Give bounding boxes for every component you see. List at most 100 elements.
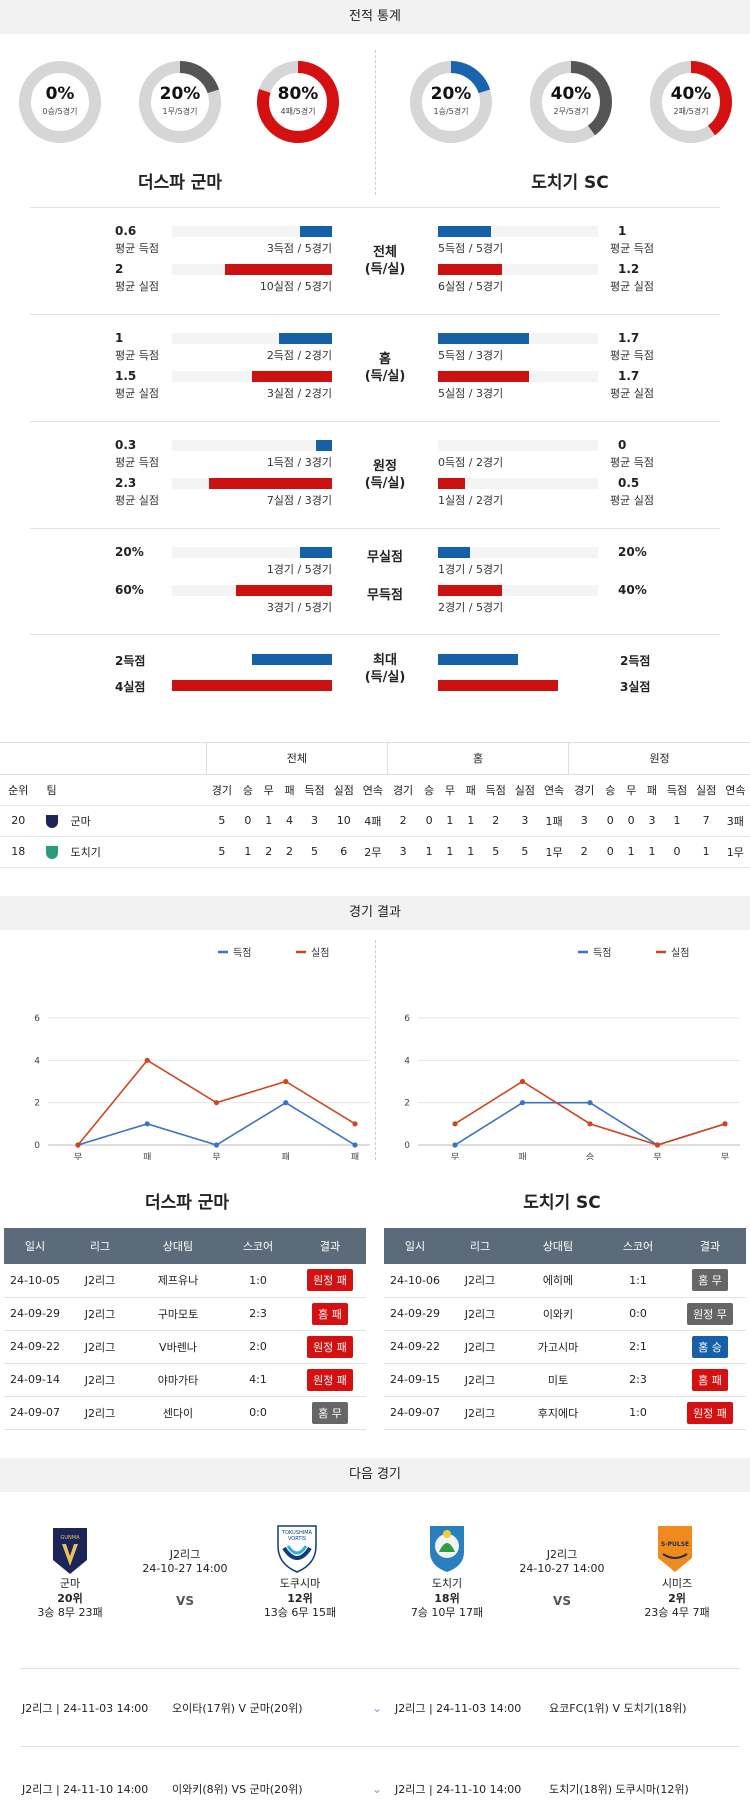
table-row[interactable]: 24-10-05 J2리그 제프유나 1:0 원정 패 xyxy=(4,1264,366,1298)
fixture-league-date: J2리그 | 24-11-10 14:00 xyxy=(395,1783,522,1796)
result-date: 24-09-07 xyxy=(4,1396,66,1430)
away-stat-value: 0 xyxy=(618,438,627,452)
table-row[interactable]: 24-09-07 J2리그 센다이 0:0 홈 무 xyxy=(4,1396,366,1430)
result-badge: 홈 패 xyxy=(312,1302,348,1325)
next-league: J2리그 xyxy=(169,1548,201,1561)
data-point xyxy=(519,1078,526,1085)
stat-cell: 5 xyxy=(299,836,330,868)
away-max-label: 3실점 xyxy=(620,680,651,694)
data-point xyxy=(283,1078,289,1085)
donut-caption: 2무/5경기 xyxy=(553,107,589,116)
donut-ring xyxy=(19,61,101,143)
stat-group-label: 전체 (득/실) xyxy=(364,245,406,277)
result-league: J2리그 xyxy=(446,1396,514,1430)
result-date: 24-09-14 xyxy=(4,1363,66,1397)
away-max-bar xyxy=(438,680,558,691)
donut-percent: 0% xyxy=(45,84,75,104)
home-max-bar xyxy=(172,680,332,691)
next-team-name[interactable]: 도쿠시마 xyxy=(279,1577,321,1590)
result-date: 24-09-07 xyxy=(384,1396,446,1430)
donut-percent: 20% xyxy=(159,84,201,104)
result-opp: 에히메 xyxy=(514,1264,602,1298)
chevron-down-icon[interactable]: ⌄ xyxy=(372,1701,383,1715)
table-row[interactable]: 24-09-29 J2리그 구마모토 2:3 홈 패 xyxy=(4,1297,366,1331)
stat-group-label: 홈 (득/실) xyxy=(364,352,406,384)
table-row[interactable]: 24-09-15 J2리그 미토 2:3 홈 패 xyxy=(384,1363,746,1397)
donut-arc xyxy=(530,61,612,143)
chevron-down-icon[interactable]: ⌄ xyxy=(372,1782,383,1796)
result-badge: 원정 패 xyxy=(307,1335,353,1358)
divider xyxy=(30,528,720,529)
table-row: 18 도치기 5 1 2 2 5 6 2무 3 1 1 1 5 5 1무 2 0 1 1 0 1 1무 xyxy=(0,836,750,868)
table-row[interactable]: 24-10-06 J2리그 에히메 1:1 홈 무 xyxy=(384,1264,746,1298)
donut-chart: 0% 0승/5경기 xyxy=(18,60,102,144)
home-stat-label: 평균 득점 xyxy=(115,242,159,255)
result-badge: 홈 패 xyxy=(692,1368,728,1391)
away-stat-count: 2경기 / 5경기 xyxy=(438,601,504,614)
home-stat-count: 1득점 / 3경기 xyxy=(266,456,332,469)
divider xyxy=(375,940,376,1160)
away-stat-count: 0득점 / 2경기 xyxy=(438,456,504,469)
svg-text:TOKUSHIMA: TOKUSHIMA xyxy=(281,1530,313,1536)
data-point xyxy=(452,1142,458,1148)
table-row[interactable]: 24-09-29 J2리그 이와키 0:0 원정 무 xyxy=(384,1297,746,1331)
away-stat-track xyxy=(438,264,598,275)
group-spacer xyxy=(0,743,207,775)
table-row[interactable]: 24-09-22 J2리그 V바렌나 2:0 원정 패 xyxy=(4,1330,366,1364)
home-stat-label: 평균 득점 xyxy=(115,349,159,362)
away-stat-count: 1실점 / 2경기 xyxy=(438,494,504,507)
divider xyxy=(20,1746,740,1747)
fixture-match[interactable]: 도치기(18위) 도쿠시마(12위) xyxy=(549,1783,689,1796)
away-stat-count: 5실점 / 3경기 xyxy=(438,387,504,400)
next-team-name[interactable]: 도치기 xyxy=(431,1577,463,1590)
home-stat-track xyxy=(172,226,332,237)
donut-arc xyxy=(257,61,339,143)
table-row[interactable]: 24-09-22 J2리그 가고시마 2:1 홈 승 xyxy=(384,1330,746,1364)
stat-cell: 1패 xyxy=(539,805,569,837)
next-team-name[interactable]: 군마 xyxy=(59,1577,81,1590)
divider xyxy=(0,742,750,743)
fixture-match[interactable]: 요코FC(1위) V 도치기(18위) xyxy=(549,1702,687,1715)
ranking-column-header: 무 xyxy=(439,774,461,806)
next-team-name[interactable]: 시미즈 xyxy=(661,1577,693,1590)
donut-chart: 20% 1무/5경기 xyxy=(138,60,222,144)
fixture-match[interactable]: 오이타(17위) V 군마(20위) xyxy=(172,1702,303,1715)
data-point xyxy=(283,1100,289,1106)
data-point xyxy=(519,1100,526,1106)
home-stat-bar xyxy=(236,585,332,596)
result-score: 2:1 xyxy=(602,1330,674,1364)
x-tick-label: 패 xyxy=(143,1152,151,1160)
fixture-match[interactable]: 이와키(8위) VS 군마(20위) xyxy=(172,1783,303,1796)
away-stat-value: 40% xyxy=(618,583,647,597)
stat-row-label: 무실점 xyxy=(367,550,403,565)
ranking-column-header: 승 xyxy=(599,774,621,806)
stat-cell: 1 xyxy=(460,836,482,868)
section-title-next: 다음 경기 xyxy=(0,1458,750,1492)
rank-cell: 20 xyxy=(0,805,37,837)
stat-cell: 1 xyxy=(691,836,721,868)
home-stat-value: 1 xyxy=(115,331,124,345)
next-team-rank: 18위 xyxy=(434,1592,460,1605)
results-header-row: 일시 리그 상대팀 스코어 결과 xyxy=(4,1228,366,1264)
away-stat-bar xyxy=(438,478,466,489)
home-stat-label: 평균 득점 xyxy=(115,456,159,469)
divider xyxy=(30,421,720,422)
home-stat-value: 20% xyxy=(115,545,144,559)
away-stat-track xyxy=(438,585,598,596)
home-stat-track xyxy=(172,440,332,451)
result-opp: 후지에다 xyxy=(514,1396,602,1430)
ranking-column-header: 실점 xyxy=(510,774,540,806)
team-cell[interactable]: 군마 xyxy=(36,805,207,837)
away-results-table: 일시 리그 상대팀 스코어 결과 24-10-06 J2리그 에히메 1:1 홈 무 24-09-2… xyxy=(384,1228,746,1430)
table-row[interactable]: 24-09-07 J2리그 후지에다 1:0 원정 패 xyxy=(384,1396,746,1430)
tochigi-logo-icon xyxy=(427,1524,467,1577)
team-cell[interactable]: 도치기 xyxy=(36,836,207,868)
away-team-name: 도치기 SC xyxy=(523,1193,601,1213)
table-row[interactable]: 24-09-14 J2리그 야마가타 4:1 원정 패 xyxy=(4,1363,366,1397)
result-opp: 구마모토 xyxy=(134,1297,222,1331)
data-point xyxy=(144,1121,150,1127)
next-vs: VS xyxy=(176,1594,194,1608)
stat-cell: 2 xyxy=(568,836,600,868)
away-stat-value: 1.7 xyxy=(618,331,640,345)
result-league: J2리그 xyxy=(66,1330,134,1364)
